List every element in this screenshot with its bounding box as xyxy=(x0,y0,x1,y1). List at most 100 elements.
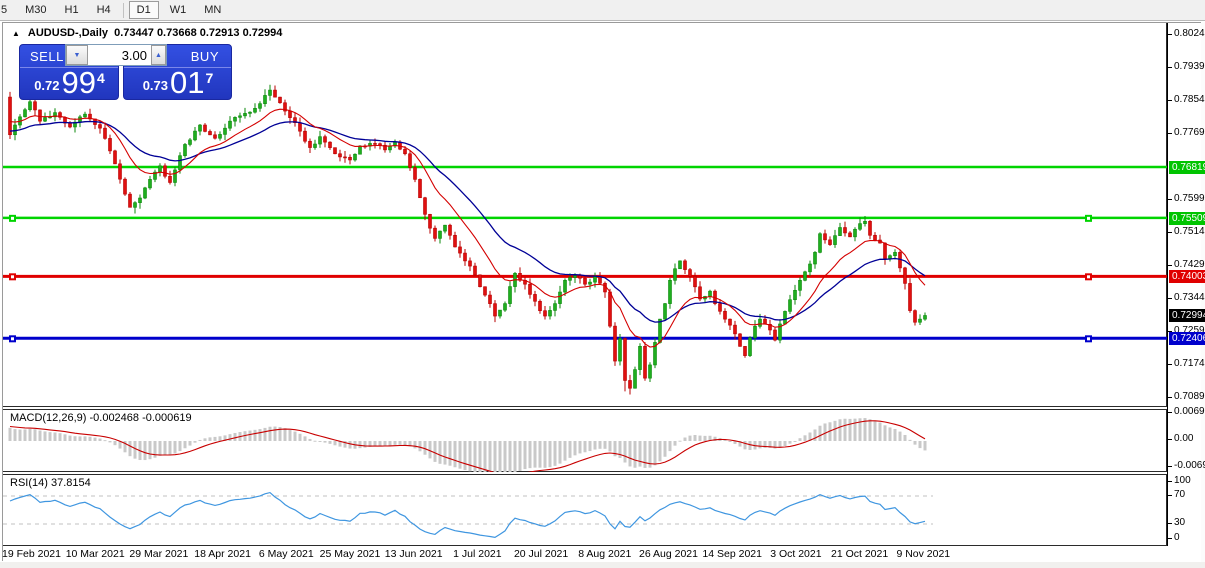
time-axis-label: 19 Feb 2021 xyxy=(2,548,61,560)
macd-bar xyxy=(773,441,777,449)
macd-bar xyxy=(873,420,877,441)
candle-body xyxy=(663,303,667,320)
macd-bar xyxy=(208,437,212,441)
macd-bar xyxy=(688,435,692,441)
macd-bar xyxy=(888,427,892,441)
macd-value: -0.002468 xyxy=(89,412,140,424)
macd-bar xyxy=(853,418,857,441)
price-axis-label: 0.77695 xyxy=(1174,126,1205,138)
macd-bar xyxy=(313,440,317,442)
macd-bar xyxy=(523,441,527,470)
macd-bar xyxy=(538,441,542,468)
buy-button[interactable]: BUY xyxy=(190,48,219,64)
macd-bar xyxy=(643,441,647,468)
macd-bar xyxy=(113,441,117,446)
timeframe-button-w1[interactable]: W1 xyxy=(169,4,187,16)
timeframe-button-m30[interactable]: M30 xyxy=(25,4,47,16)
candle-body xyxy=(258,103,262,109)
time-axis-label: 10 Mar 2021 xyxy=(65,548,125,560)
macd-bar xyxy=(358,441,362,449)
time-axis-label: 26 Aug 2021 xyxy=(639,548,698,560)
macd-bar xyxy=(878,422,882,441)
price-axis-label: 0.73445 xyxy=(1174,291,1205,303)
candle-body xyxy=(68,122,72,128)
timeframe-button-h1[interactable]: H1 xyxy=(64,4,79,16)
candle-body xyxy=(588,281,592,285)
one-click-trading-panel: SELL 0.72 99 4 BUY 0.73 01 7 ▼ ▲ xyxy=(19,44,232,100)
macd-bar xyxy=(533,441,537,468)
candle-body xyxy=(438,230,442,239)
timeframe-button-mn[interactable]: MN xyxy=(204,4,222,16)
macd-bar xyxy=(838,419,842,441)
macd-bar xyxy=(638,441,642,467)
horizontal-line-0.72406[interactable] xyxy=(3,335,1167,343)
axis-tick xyxy=(1168,466,1172,467)
axis-tick xyxy=(1168,297,1172,299)
candle-body xyxy=(228,120,232,129)
sell-button[interactable]: SELL xyxy=(30,48,64,64)
macd-bar xyxy=(263,427,267,441)
candle-body xyxy=(643,346,647,379)
macd-bar xyxy=(708,435,712,441)
macd-bar xyxy=(728,441,732,442)
candle-body xyxy=(248,111,252,114)
macd-bar xyxy=(558,441,562,464)
macd-bar xyxy=(318,441,322,442)
macd-bar xyxy=(428,441,432,459)
macd-bar xyxy=(783,441,787,447)
candle-body xyxy=(708,290,712,297)
macd-bar xyxy=(618,441,622,458)
macd-bar xyxy=(78,436,82,441)
macd-bar xyxy=(623,441,627,463)
axis-tick xyxy=(1168,363,1172,365)
macd-bar xyxy=(258,429,262,441)
horizontal-line-0.75509[interactable] xyxy=(3,214,1167,222)
volume-input[interactable] xyxy=(88,45,151,65)
price-axis[interactable]: 0.80245 0.79395 0.78545 0.77695 0.75995 0.751… xyxy=(1168,23,1205,546)
macd-bar xyxy=(803,435,807,441)
collapse-panel-icon[interactable]: ▲ xyxy=(12,29,20,38)
macd-bar xyxy=(168,441,172,455)
axis-tick xyxy=(1168,34,1172,35)
volume-increase-button[interactable]: ▲ xyxy=(151,45,166,65)
timeframe-button-d1[interactable]: D1 xyxy=(128,1,159,19)
time-axis[interactable]: 19 Feb 2021 10 Mar 2021 29 Mar 2021 18 Apr … xyxy=(2,548,1167,562)
candle-body xyxy=(113,150,117,165)
macd-bar xyxy=(58,433,62,441)
price-axis-label: 0.75995 xyxy=(1174,192,1205,204)
candle-body xyxy=(563,280,567,293)
timeframe-toolbar: 5 M30 H1 H4 D1 W1 MN xyxy=(0,0,1205,21)
candle-body xyxy=(198,124,202,132)
candle-body xyxy=(298,122,302,132)
candle-body xyxy=(733,324,737,335)
macd-bar xyxy=(683,437,687,441)
macd-bar xyxy=(748,441,752,450)
fast-ma-line xyxy=(9,108,926,348)
bid-price-big: 99 xyxy=(61,65,96,100)
candle-body xyxy=(858,223,862,230)
candle-body xyxy=(238,115,242,118)
macd-bar xyxy=(573,441,577,456)
symbol-title: AUDUSD-,Daily xyxy=(27,27,108,39)
price-axis-label: 0.80245 xyxy=(1174,28,1205,39)
candle-body xyxy=(728,318,732,326)
candle-body xyxy=(698,286,702,300)
volume-decrease-button[interactable]: ▼ xyxy=(66,45,88,65)
axis-tick xyxy=(1168,198,1172,200)
macd-bar xyxy=(913,441,917,445)
candle-body xyxy=(818,233,822,253)
candle-body xyxy=(623,338,627,381)
macd-bar xyxy=(268,426,272,441)
macd-bar xyxy=(588,441,592,452)
price-level-badge-0.74003: 0.74003 xyxy=(1169,270,1205,284)
macd-bar xyxy=(673,441,677,446)
macd-bar xyxy=(373,441,377,447)
macd-bar xyxy=(858,418,862,441)
macd-bar xyxy=(813,429,817,441)
macd-bar xyxy=(13,429,17,441)
macd-bar xyxy=(413,441,417,449)
timeframe-button-h4[interactable]: H4 xyxy=(96,4,111,16)
candle-body xyxy=(553,303,557,311)
timeframe-button-5[interactable]: 5 xyxy=(1,4,8,16)
candle-body xyxy=(188,139,192,145)
